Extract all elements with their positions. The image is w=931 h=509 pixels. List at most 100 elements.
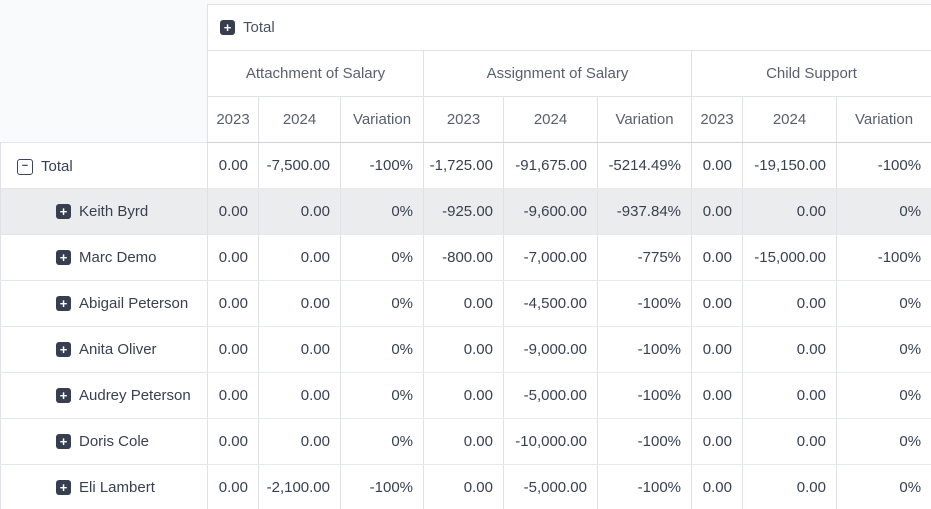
pivot-col-group-total-header[interactable]: Total	[206, 4, 931, 51]
pivot-cell[interactable]: -7,000.00	[503, 234, 598, 281]
pivot-subheader-2023-group1[interactable]: 2023	[423, 96, 504, 143]
pivot-cell[interactable]: 0.00	[423, 372, 504, 419]
pivot-cell[interactable]: 0.00	[258, 326, 341, 373]
plus-square-icon[interactable]	[56, 434, 71, 449]
pivot-cell[interactable]: -2,100.00	[258, 464, 341, 509]
pivot-cell[interactable]: -100%	[835, 142, 931, 189]
pivot-cell[interactable]: 0.00	[742, 372, 837, 419]
plus-square-icon[interactable]	[56, 388, 71, 403]
pivot-cell[interactable]: 0.00	[691, 280, 743, 327]
pivot-cell[interactable]: 0%	[835, 418, 931, 465]
pivot-cell[interactable]: 0%	[835, 464, 931, 509]
pivot-cell[interactable]: -7,500.00	[258, 142, 341, 189]
pivot-subheader-variation-group0[interactable]: Variation	[340, 96, 424, 143]
pivot-subheader-2023-group0[interactable]: 2023	[207, 96, 259, 143]
pivot-row-header[interactable]: Eli Lambert	[0, 464, 208, 509]
pivot-cell[interactable]: 0.00	[207, 464, 259, 509]
pivot-cell[interactable]: 0%	[340, 280, 424, 327]
pivot-cell[interactable]: 0.00	[258, 234, 341, 281]
pivot-row-header[interactable]: Keith Byrd	[0, 188, 208, 235]
pivot-cell[interactable]: 0.00	[258, 418, 341, 465]
pivot-cell[interactable]: -91,675.00	[503, 142, 598, 189]
pivot-cell[interactable]: 0.00	[207, 188, 259, 235]
pivot-cell[interactable]: -100%	[597, 372, 692, 419]
pivot-row-header[interactable]: Marc Demo	[0, 234, 208, 281]
pivot-cell[interactable]: -100%	[340, 464, 424, 509]
pivot-cell[interactable]: 0.00	[423, 464, 504, 509]
pivot-cell[interactable]: -19,150.00	[742, 142, 837, 189]
plus-square-icon[interactable]	[56, 296, 71, 311]
pivot-cell[interactable]: -800.00	[423, 234, 504, 281]
pivot-cell[interactable]: 0.00	[258, 372, 341, 419]
pivot-row-header[interactable]: Anita Oliver	[0, 326, 208, 373]
pivot-row-header[interactable]: Total	[0, 142, 208, 189]
pivot-cell[interactable]: -5214.49%	[597, 142, 692, 189]
pivot-cell[interactable]: -100%	[835, 234, 931, 281]
pivot-row-header[interactable]: Audrey Peterson	[0, 372, 208, 419]
plus-square-icon[interactable]	[220, 20, 235, 35]
plus-square-icon[interactable]	[56, 480, 71, 495]
plus-square-icon[interactable]	[56, 342, 71, 357]
pivot-cell[interactable]: 0%	[835, 372, 931, 419]
pivot-cell[interactable]: 0%	[340, 372, 424, 419]
pivot-cell[interactable]: -100%	[340, 142, 424, 189]
pivot-cell[interactable]: -5,000.00	[503, 464, 598, 509]
plus-square-icon[interactable]	[56, 204, 71, 219]
pivot-cell[interactable]: -937.84%	[597, 188, 692, 235]
pivot-cell[interactable]: 0.00	[207, 418, 259, 465]
pivot-cell[interactable]: 0.00	[691, 464, 743, 509]
pivot-cell[interactable]: 0.00	[207, 234, 259, 281]
pivot-cell[interactable]: 0.00	[691, 326, 743, 373]
pivot-cell[interactable]: -5,000.00	[503, 372, 598, 419]
pivot-cell[interactable]: 0.00	[691, 142, 743, 189]
pivot-group-header-2[interactable]: Child Support	[690, 50, 931, 97]
pivot-cell[interactable]: 0%	[340, 326, 424, 373]
pivot-subheader-2023-group2[interactable]: 2023	[691, 96, 743, 143]
pivot-cell[interactable]: -100%	[597, 280, 692, 327]
pivot-cell[interactable]: -9,000.00	[503, 326, 598, 373]
pivot-cell[interactable]: 0.00	[207, 372, 259, 419]
pivot-cell[interactable]: 0.00	[742, 464, 837, 509]
pivot-subheader-2024-group1[interactable]: 2024	[503, 96, 598, 143]
pivot-subheader-2024-group0[interactable]: 2024	[258, 96, 341, 143]
pivot-cell[interactable]: 0.00	[207, 326, 259, 373]
pivot-cell[interactable]: -775%	[597, 234, 692, 281]
pivot-cell[interactable]: 0%	[340, 418, 424, 465]
pivot-group-header-1[interactable]: Assignment of Salary	[423, 50, 692, 97]
pivot-cell[interactable]: 0.00	[742, 418, 837, 465]
pivot-cell[interactable]: 0.00	[742, 326, 837, 373]
pivot-subheader-variation-group2[interactable]: Variation	[835, 96, 931, 143]
pivot-cell[interactable]: 0%	[835, 326, 931, 373]
pivot-cell[interactable]: 0.00	[258, 188, 341, 235]
pivot-cell[interactable]: 0.00	[207, 142, 259, 189]
pivot-cell[interactable]: 0.00	[742, 188, 837, 235]
pivot-cell[interactable]: 0.00	[691, 418, 743, 465]
pivot-cell[interactable]: -15,000.00	[742, 234, 837, 281]
pivot-cell[interactable]: 0.00	[691, 188, 743, 235]
pivot-cell[interactable]: 0%	[835, 188, 931, 235]
pivot-cell[interactable]: 0.00	[258, 280, 341, 327]
pivot-cell[interactable]: -1,725.00	[423, 142, 504, 189]
plus-square-icon[interactable]	[56, 250, 71, 265]
pivot-row-header[interactable]: Doris Cole	[0, 418, 208, 465]
pivot-cell[interactable]: -100%	[597, 464, 692, 509]
pivot-subheader-2024-group2[interactable]: 2024	[742, 96, 837, 143]
pivot-cell[interactable]: 0.00	[423, 418, 504, 465]
pivot-cell[interactable]: -10,000.00	[503, 418, 598, 465]
pivot-cell[interactable]: 0.00	[691, 234, 743, 281]
pivot-cell[interactable]: -925.00	[423, 188, 504, 235]
pivot-cell[interactable]: -9,600.00	[503, 188, 598, 235]
pivot-cell[interactable]: 0.00	[423, 326, 504, 373]
pivot-cell[interactable]: 0%	[835, 280, 931, 327]
pivot-cell[interactable]: 0%	[340, 188, 424, 235]
pivot-cell[interactable]: -100%	[597, 418, 692, 465]
pivot-cell[interactable]: 0.00	[207, 280, 259, 327]
minus-square-icon[interactable]	[17, 158, 33, 175]
pivot-group-header-0[interactable]: Attachment of Salary	[207, 50, 424, 97]
pivot-cell[interactable]: 0.00	[691, 372, 743, 419]
pivot-subheader-variation-group1[interactable]: Variation	[597, 96, 692, 143]
pivot-cell[interactable]: 0.00	[742, 280, 837, 327]
pivot-cell[interactable]: -4,500.00	[503, 280, 598, 327]
pivot-cell[interactable]: 0.00	[423, 280, 504, 327]
pivot-cell[interactable]: -100%	[597, 326, 692, 373]
